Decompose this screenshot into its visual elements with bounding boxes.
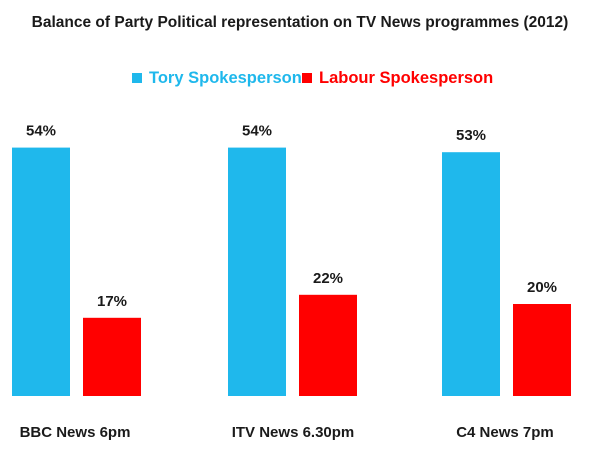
category-label-2: C4 News 7pm	[456, 424, 554, 441]
bar-tory-0	[12, 147, 70, 396]
bar-labour-1	[299, 294, 357, 396]
bar-tory-2	[442, 152, 500, 396]
data-label-tory-2: 53%	[456, 127, 486, 144]
legend-label-labour: Labour Spokesperson	[319, 68, 494, 87]
bar-tory-1	[228, 147, 286, 396]
data-label-tory-1: 54%	[242, 123, 272, 140]
legend-swatch-tory	[132, 73, 142, 83]
bar-labour-2	[513, 304, 571, 396]
category-label-0: BBC News 6pm	[20, 424, 131, 441]
category-label-1: ITV News 6.30pm	[232, 424, 355, 441]
legend-item-labour: Labour Spokesperson	[302, 67, 493, 89]
legend-swatch-labour	[302, 73, 312, 83]
chart-title: Balance of Party Political representatio…	[31, 14, 569, 31]
data-label-labour-0: 17%	[97, 293, 127, 310]
data-label-labour-1: 22%	[313, 270, 343, 287]
bar-labour-0	[83, 317, 141, 396]
data-label-tory-0: 54%	[26, 123, 56, 140]
legend-label-tory: Tory Spokesperson	[149, 68, 302, 87]
legend-item-tory: Tory Spokesperson	[132, 67, 302, 89]
legend: Tory Spokesperson Labour Spokesperson	[0, 67, 600, 89]
data-label-labour-2: 20%	[527, 279, 557, 296]
